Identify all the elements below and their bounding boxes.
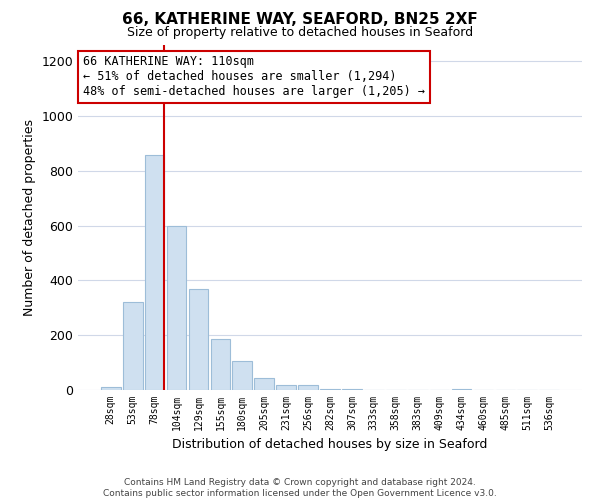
Y-axis label: Number of detached properties: Number of detached properties: [23, 119, 36, 316]
Bar: [123, 302, 143, 390]
Bar: [254, 378, 274, 390]
Bar: [145, 154, 164, 390]
Bar: [101, 388, 121, 390]
Bar: [452, 388, 472, 390]
Bar: [232, 361, 252, 390]
Bar: [276, 384, 296, 390]
Bar: [342, 388, 362, 390]
Text: Contains HM Land Registry data © Crown copyright and database right 2024.
Contai: Contains HM Land Registry data © Crown c…: [103, 478, 497, 498]
Text: Size of property relative to detached houses in Seaford: Size of property relative to detached ho…: [127, 26, 473, 39]
Text: 66 KATHERINE WAY: 110sqm
← 51% of detached houses are smaller (1,294)
48% of sem: 66 KATHERINE WAY: 110sqm ← 51% of detach…: [83, 56, 425, 98]
Bar: [320, 388, 340, 390]
Bar: [188, 288, 208, 390]
Bar: [298, 385, 318, 390]
X-axis label: Distribution of detached houses by size in Seaford: Distribution of detached houses by size …: [172, 438, 488, 452]
Text: 66, KATHERINE WAY, SEAFORD, BN25 2XF: 66, KATHERINE WAY, SEAFORD, BN25 2XF: [122, 12, 478, 28]
Bar: [211, 340, 230, 390]
Bar: [167, 226, 187, 390]
